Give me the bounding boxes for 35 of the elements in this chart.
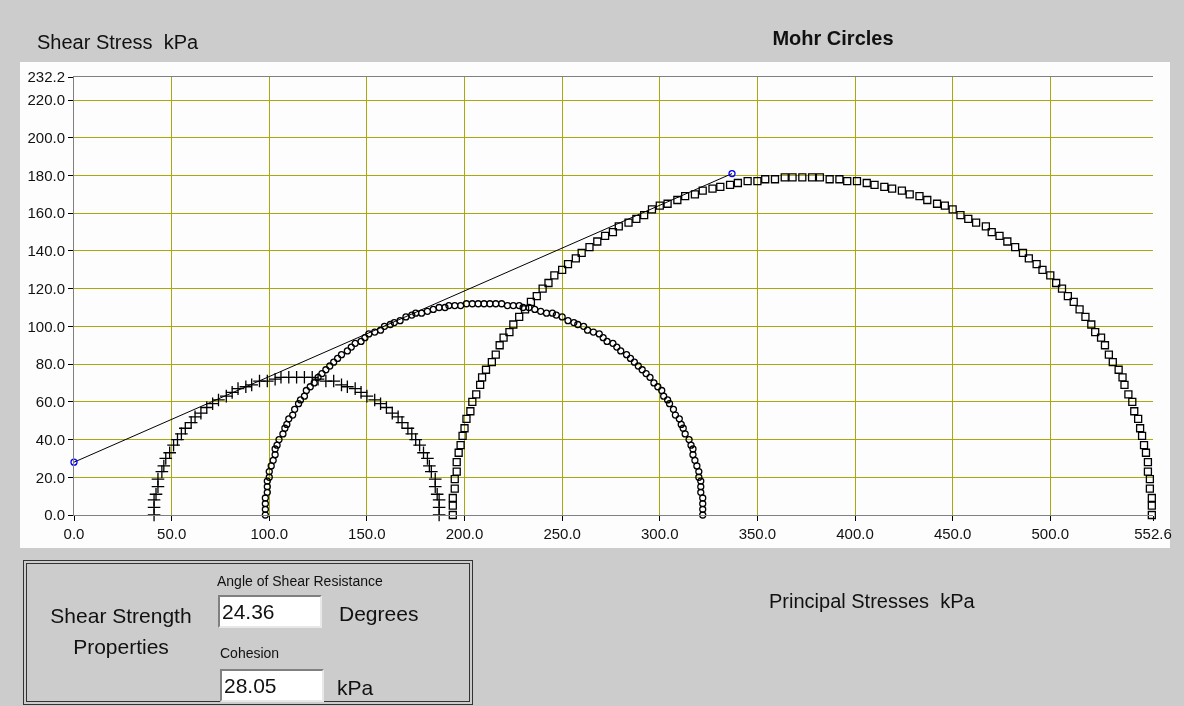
y-tick-label: 220.0 bbox=[27, 91, 65, 109]
x-tick-label: 100.0 bbox=[250, 525, 289, 542]
x-tick-label: 552.6 bbox=[1134, 525, 1172, 542]
x-tick-label: 0.0 bbox=[63, 525, 85, 542]
y-tick-label: 180.0 bbox=[27, 166, 65, 184]
y-tick-label: 80.0 bbox=[35, 355, 65, 373]
text: Degrees bbox=[339, 602, 419, 626]
y-tick-label: 40.0 bbox=[35, 430, 65, 448]
y-tick-label: 200.0 bbox=[27, 128, 65, 146]
text: Cohesion bbox=[220, 645, 280, 661]
x-axis-title: Principal Stresses kPa bbox=[769, 590, 976, 612]
y-tick-label: 20.0 bbox=[35, 468, 65, 486]
x-tick-label: 200.0 bbox=[445, 525, 484, 542]
x-tick-label: 250.0 bbox=[543, 525, 581, 542]
y-tick-label: 60.0 bbox=[35, 393, 65, 411]
x-tick-label: 350.0 bbox=[738, 525, 777, 542]
x-tick-label: 450.0 bbox=[933, 525, 972, 542]
x-tick-label: 300.0 bbox=[641, 525, 679, 542]
input-field: 24.36 bbox=[218, 595, 322, 628]
text: Shear Strength Properties bbox=[49, 603, 193, 660]
input-field: 28.05 bbox=[220, 669, 324, 702]
y-tick-label: 160.0 bbox=[27, 204, 65, 222]
y-axis-title: Shear Stress kPa bbox=[37, 31, 200, 53]
text: Angle of Shear Resistance bbox=[217, 573, 383, 589]
x-tick-label: 150.0 bbox=[348, 525, 386, 542]
y-tick-label: 120.0 bbox=[27, 279, 65, 297]
y-tick-label: 0.0 bbox=[44, 506, 65, 524]
y-tick-label: 100.0 bbox=[27, 317, 65, 335]
x-tick-label: 400.0 bbox=[836, 525, 874, 542]
y-tick-label: 140.0 bbox=[27, 242, 65, 260]
y-tick-label: 232.2 bbox=[27, 68, 65, 86]
text: kPa bbox=[337, 676, 374, 700]
chart-title: Mohr Circles bbox=[772, 27, 894, 49]
x-tick-label: 50.0 bbox=[157, 525, 187, 542]
x-tick-label: 500.0 bbox=[1031, 525, 1070, 542]
